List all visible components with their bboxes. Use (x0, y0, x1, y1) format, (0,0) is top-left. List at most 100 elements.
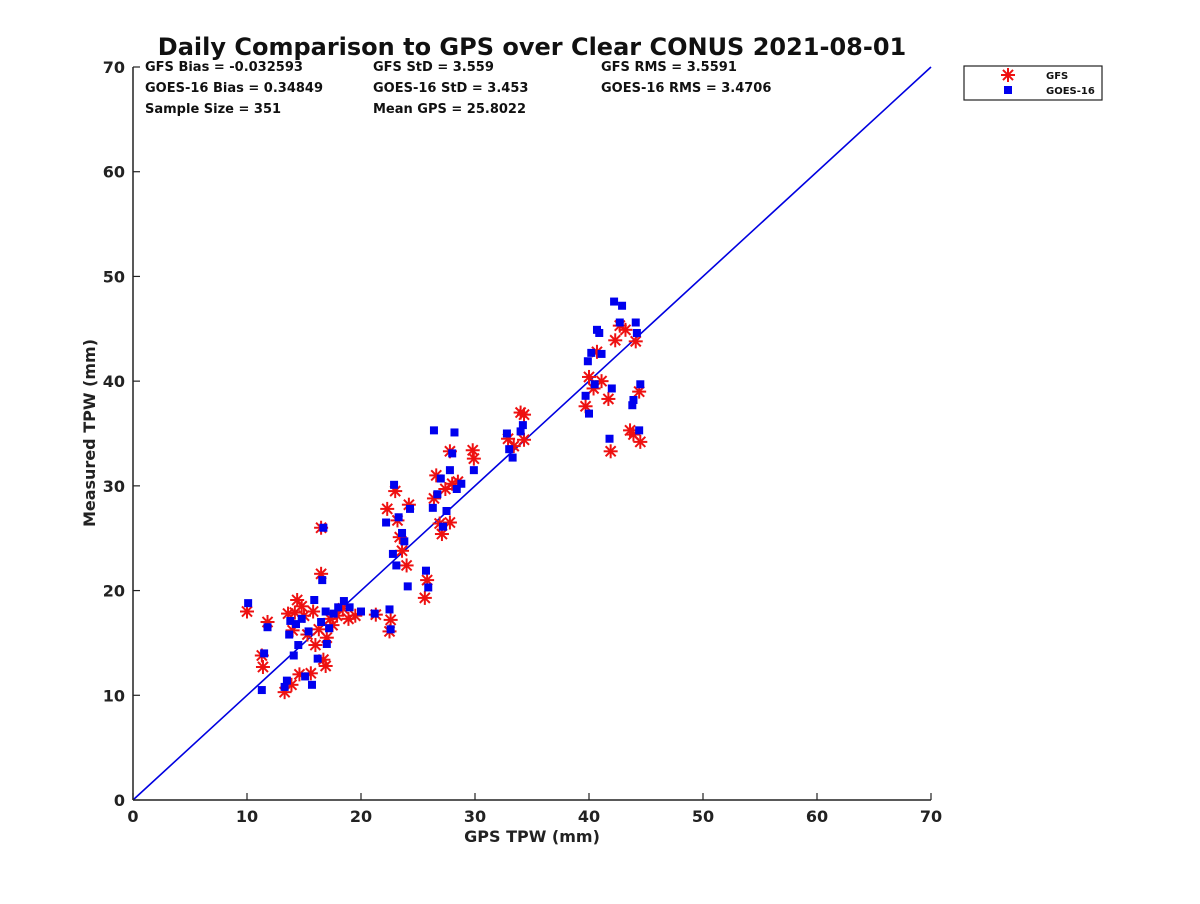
x-tick-label: 30 (464, 807, 486, 826)
goes-point (457, 479, 466, 488)
goes-point (518, 421, 527, 430)
goes-point (322, 639, 331, 648)
goes-point (636, 380, 645, 389)
goes-point (292, 620, 301, 629)
gfs-point (603, 444, 618, 459)
gfs-point (618, 322, 633, 337)
gfs-point (240, 604, 254, 619)
goes-point (587, 348, 596, 357)
gfs-point (294, 599, 309, 614)
goes-point (610, 297, 619, 306)
x-tick-label: 60 (806, 807, 828, 826)
goes-point (615, 318, 624, 327)
y-tick-label: 70 (103, 58, 125, 77)
goes-point (618, 301, 627, 310)
gfs-point (517, 432, 532, 447)
gfs-point (517, 407, 532, 422)
goes-point (357, 607, 365, 616)
y-tick-label: 50 (103, 267, 125, 286)
goes-point (505, 445, 514, 454)
gfs-point (255, 660, 270, 675)
x-tick-label: 40 (578, 807, 600, 826)
x-tick-label: 20 (350, 807, 372, 826)
x-axis-label: GPS TPW (mm) (464, 827, 600, 846)
legend: GFS GOES-16 (963, 65, 1103, 101)
goes-point (428, 503, 437, 512)
gfs-point (380, 501, 395, 516)
stat-mean-gps: Mean GPS = 25.8022 (373, 102, 526, 117)
goes-point (263, 623, 272, 632)
legend-gfs-label: GFS (1046, 71, 1068, 82)
y-tick-label: 40 (103, 372, 125, 391)
goes-point (260, 649, 269, 658)
legend-goes-label: GOES-16 (1046, 86, 1095, 97)
y-tick-label: 0 (114, 791, 125, 810)
x-tick-label: 10 (236, 807, 258, 826)
gfs-point (465, 443, 480, 458)
stat-gfs-rms: GFS RMS = 3.5591 (601, 60, 737, 75)
goes-point (317, 617, 326, 626)
goes-point (345, 603, 354, 612)
goes-point (597, 349, 606, 358)
goes-point (516, 427, 525, 436)
goes-point (319, 523, 328, 532)
legend-goes-square (1004, 86, 1012, 94)
goes-point (321, 607, 330, 616)
goes-point (301, 672, 310, 681)
gfs-point (466, 451, 481, 466)
chart-title: Daily Comparison to GPS over Clear CONUS… (158, 33, 906, 61)
stat-goes-std: GOES-16 StD = 3.453 (373, 81, 528, 96)
stat-goes-bias: GOES-16 Bias = 0.34849 (145, 81, 323, 96)
goes-point (390, 480, 399, 489)
gfs-point (417, 590, 432, 605)
legend-gfs-marker (1001, 68, 1015, 82)
one-to-one-line (132, 66, 932, 801)
goes-point (605, 434, 614, 443)
goes-point (433, 490, 442, 499)
goes-point (439, 522, 448, 531)
x-tick-label: 0 (127, 807, 138, 826)
x-tick-label: 70 (920, 807, 942, 826)
goes-point (436, 474, 445, 483)
goes-point (583, 357, 592, 366)
goes-point (632, 328, 641, 337)
goes-point (635, 426, 644, 435)
series-goes-16 (244, 297, 645, 695)
goes-point (403, 582, 412, 591)
stat-sample-size: Sample Size = 351 (145, 102, 281, 117)
y-tick-label: 10 (103, 686, 125, 705)
y-tick-label: 60 (103, 163, 125, 182)
goes-point (334, 603, 343, 612)
goes-point (285, 630, 294, 639)
goes-point (424, 583, 433, 592)
goes-point (429, 426, 438, 435)
goes-point (469, 466, 478, 475)
goes-point (590, 380, 599, 389)
goes-point (445, 466, 454, 475)
goes-point (318, 576, 327, 585)
series-gfs (240, 318, 648, 700)
stat-gfs-std: GFS StD = 3.559 (373, 60, 494, 75)
goes-point (310, 595, 319, 604)
y-tick-label: 20 (103, 582, 125, 601)
goes-point (329, 609, 338, 618)
goes-point (304, 627, 313, 636)
goes-point (406, 504, 415, 513)
goes-point (508, 453, 517, 462)
stat-gfs-bias: GFS Bias = -0.032593 (145, 60, 303, 75)
goes-point (400, 537, 409, 546)
goes-point (294, 641, 303, 650)
goes-point (421, 566, 430, 575)
goes-point (282, 676, 291, 685)
goes-point (392, 561, 401, 570)
gfs-point (438, 481, 453, 496)
goes-point (628, 401, 637, 410)
goes-point (382, 518, 391, 527)
goes-point (581, 391, 590, 400)
y-axis-label: Measured TPW (mm) (80, 339, 99, 527)
y-tick-label: 30 (103, 477, 125, 496)
goes-point (325, 624, 334, 633)
goes-point (607, 384, 616, 393)
goes-point (394, 513, 403, 522)
